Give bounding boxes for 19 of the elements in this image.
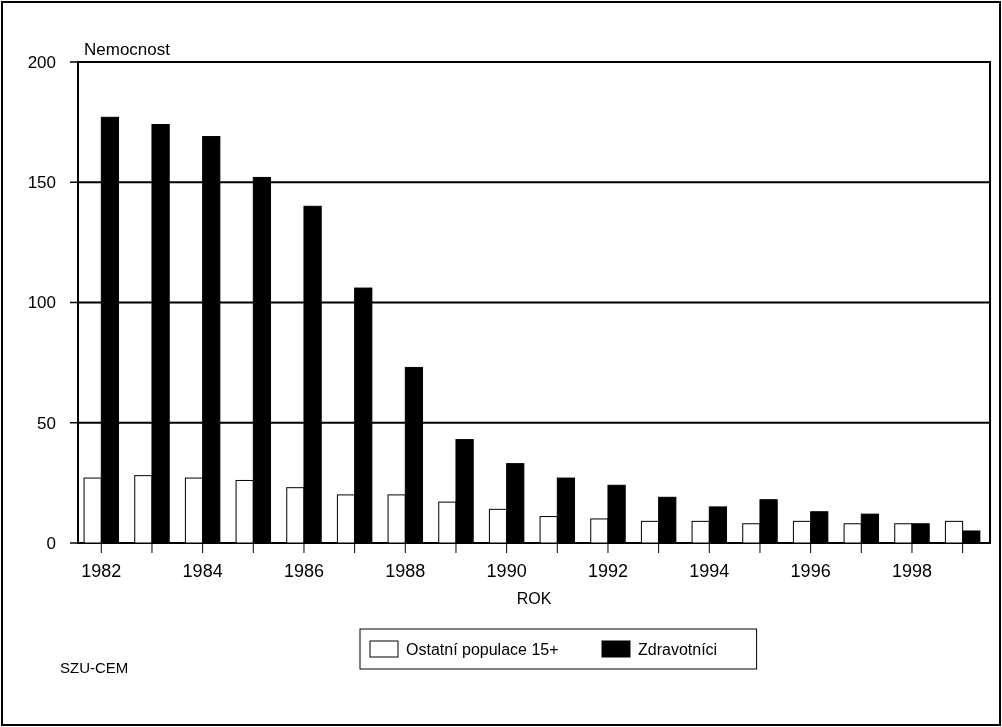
y-tick-label: 50 — [37, 413, 56, 433]
y-tick-label: 0 — [46, 533, 56, 553]
text: SZU-CEM — [60, 659, 129, 676]
y-axis-title: Nemocnost — [84, 40, 171, 59]
legend-label: Zdravotníci — [638, 640, 718, 658]
y-tick-label: 200 — [27, 52, 56, 72]
x-tick-label: 1986 — [283, 561, 324, 581]
x-tick-label: 1990 — [486, 561, 527, 581]
y-tick-label: 100 — [27, 293, 56, 313]
x-tick-label: 1982 — [81, 561, 122, 581]
x-tick-label: 1994 — [689, 561, 730, 581]
x-tick-label: 1984 — [182, 561, 223, 581]
x-tick-label: 1998 — [891, 561, 932, 581]
x-tick-label: 1988 — [385, 561, 426, 581]
x-tick-label: 1992 — [587, 561, 628, 581]
legend-label: Ostatní populace 15+ — [406, 640, 559, 658]
x-axis-title: ROK — [516, 590, 552, 607]
y-tick-label: 150 — [27, 173, 56, 193]
x-tick-label: 1996 — [790, 561, 831, 581]
